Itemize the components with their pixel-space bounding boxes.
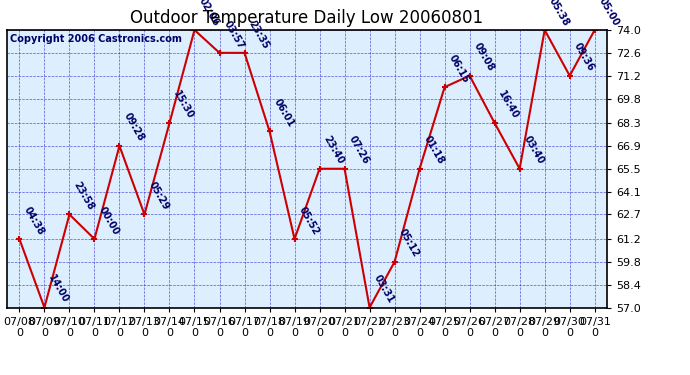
Text: 16:40: 16:40 [497,89,521,121]
Text: 06:15: 06:15 [446,53,471,85]
Text: 23:35: 23:35 [246,18,270,50]
Text: 05:52: 05:52 [297,205,321,237]
Text: 15:30: 15:30 [172,89,196,121]
Text: 05:12: 05:12 [397,228,421,260]
Text: 05:29: 05:29 [146,180,170,212]
Text: Copyright 2006 Castronics.com: Copyright 2006 Castronics.com [10,34,181,44]
Text: 04:38: 04:38 [21,204,46,237]
Text: 05:38: 05:38 [546,0,571,27]
Text: 14:00: 14:00 [46,273,70,305]
Title: Outdoor Temperature Daily Low 20060801: Outdoor Temperature Daily Low 20060801 [130,9,484,27]
Text: 02:06: 02:06 [197,0,221,27]
Text: 03:40: 03:40 [522,135,546,166]
Text: 23:58: 23:58 [72,180,96,212]
Text: 00:00: 00:00 [97,205,121,237]
Text: 06:01: 06:01 [272,97,296,129]
Text: 07:26: 07:26 [346,135,371,166]
Text: 01:18: 01:18 [422,134,446,166]
Text: 09:36: 09:36 [572,41,596,73]
Text: 05:00: 05:00 [597,0,621,27]
Text: 09:08: 09:08 [472,41,496,73]
Text: 03:57: 03:57 [221,18,246,50]
Text: 23:40: 23:40 [322,135,346,166]
Text: 09:28: 09:28 [121,111,146,144]
Text: 03:31: 03:31 [372,273,396,305]
